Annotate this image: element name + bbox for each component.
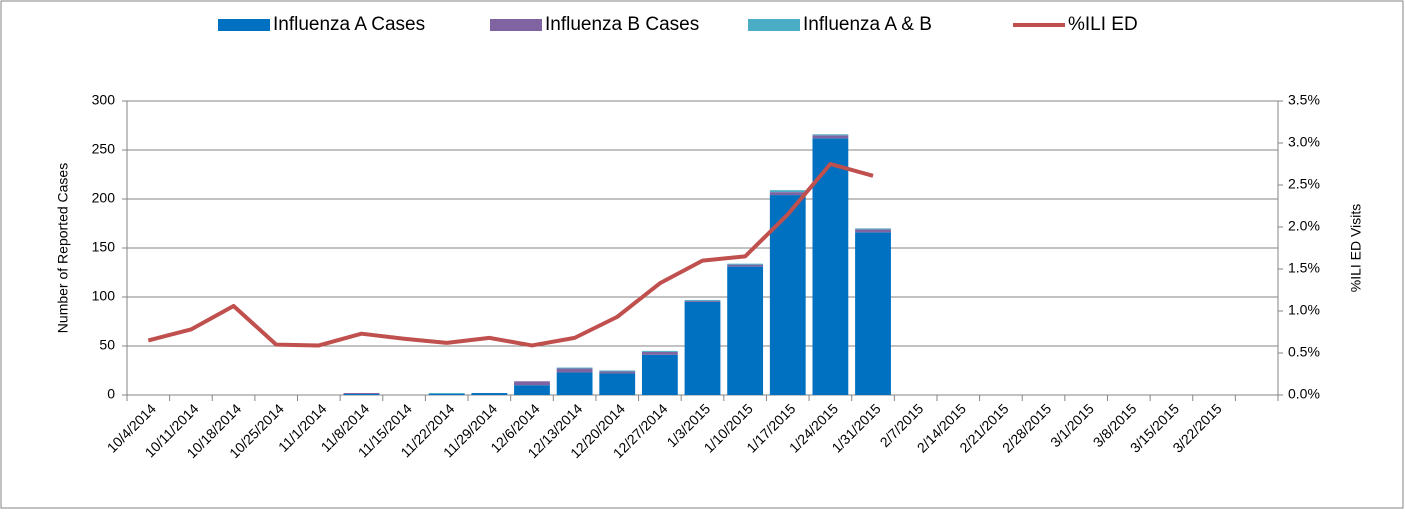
legend-label: Influenza A & B	[803, 14, 932, 35]
bar-segment	[599, 371, 636, 374]
bar-segment	[812, 135, 849, 139]
bar-segment	[684, 301, 721, 395]
bar-segment	[684, 300, 721, 302]
y2-axis-title: %ILI ED Visits	[1348, 204, 1364, 292]
bar-segment	[641, 351, 678, 355]
y2-tick-label: 2.0%	[1288, 218, 1320, 234]
y2-tick-label: 1.0%	[1288, 302, 1320, 318]
y-tick-label: 200	[92, 190, 116, 206]
bar-segment	[514, 385, 550, 395]
y2-tick-label: 0.0%	[1288, 386, 1320, 402]
y2-tick-label: 2.5%	[1288, 176, 1320, 192]
y-tick-label: 50	[99, 337, 115, 353]
bar-segment	[599, 373, 636, 395]
bar-segment	[556, 372, 593, 395]
legend-swatch	[218, 19, 270, 31]
legend-swatch	[748, 19, 800, 31]
bar-segment	[556, 368, 593, 373]
bar-segment	[855, 229, 891, 233]
y2-tick-label: 3.0%	[1288, 134, 1320, 150]
bar-segment	[514, 381, 550, 386]
bar-segment	[812, 134, 849, 136]
y-tick-label: 300	[92, 92, 116, 108]
line-series	[147, 162, 874, 348]
bar-segment	[727, 263, 764, 265]
y-tick-label: 0	[107, 386, 115, 402]
legend-label: %ILI ED	[1068, 14, 1138, 35]
bar-segment	[769, 190, 806, 193]
bar-segment	[855, 228, 891, 230]
bar-segment	[727, 264, 764, 267]
bar-segment	[428, 393, 465, 395]
bar-segment	[855, 232, 891, 395]
y-tick-label: 100	[92, 288, 116, 304]
legend-label: Influenza A Cases	[273, 14, 425, 35]
bar-segment	[599, 370, 636, 372]
y2-tick-label: 0.5%	[1288, 344, 1320, 360]
bar-segment	[684, 299, 721, 301]
bar-segment	[769, 192, 806, 196]
bar-segment	[556, 367, 593, 369]
bar-segment	[641, 350, 678, 352]
bar-segment	[343, 393, 380, 395]
y2-tick-label: 1.5%	[1288, 260, 1320, 276]
y-axis-title: Number of Reported Cases	[55, 163, 71, 333]
bar-segment	[471, 393, 508, 395]
legend-label: Influenza B Cases	[545, 14, 699, 35]
y-tick-label: 150	[92, 239, 116, 255]
bar-segment	[727, 266, 764, 395]
bar-segment	[428, 394, 465, 395]
bar-segment	[343, 394, 380, 395]
legend-swatch	[490, 19, 542, 31]
bar-segment	[641, 354, 678, 395]
y2-tick-label: 3.5%	[1288, 92, 1320, 108]
y-tick-label: 250	[92, 141, 116, 157]
